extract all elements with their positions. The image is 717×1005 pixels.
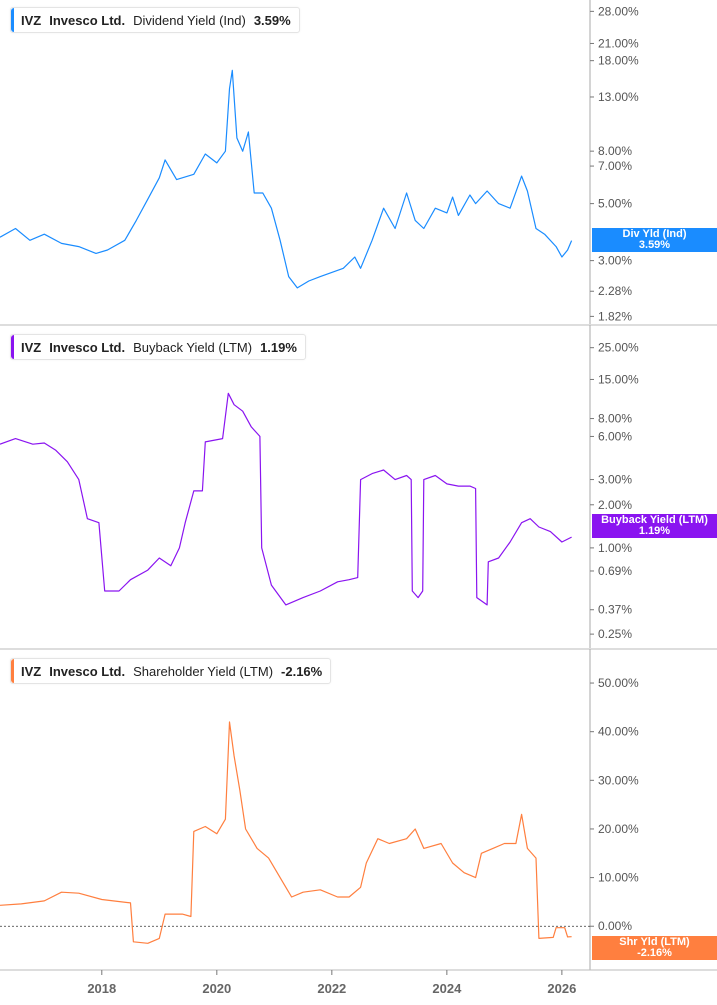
y-tick-label: 21.00%: [598, 36, 639, 50]
y-tick-label: 5.00%: [598, 197, 632, 211]
y-tick-label: 1.00%: [598, 541, 632, 555]
y-tick-label: 1.82%: [598, 309, 632, 323]
legend-company: Invesco Ltd.: [49, 12, 126, 28]
legend-dividend-yield: IVZ Invesco Ltd. Dividend Yield (Ind) 3.…: [10, 7, 300, 33]
x-tick-label: 2018: [87, 981, 116, 996]
y-tick-label: 7.00%: [598, 159, 632, 173]
legend-value: 1.19%: [260, 339, 297, 355]
y-tick-label: 3.00%: [598, 473, 632, 487]
y-tick-label: 0.00%: [598, 919, 632, 933]
legend-ticker: IVZ: [21, 339, 42, 355]
tag-value: 3.59%: [638, 239, 671, 251]
legend-value: -2.16%: [281, 663, 323, 679]
tag-value: -2.16%: [637, 947, 672, 959]
series-line-0: [0, 69, 573, 289]
x-tick-label: 2024: [432, 981, 462, 996]
y-tick-label: 20.00%: [598, 822, 639, 836]
y-tick-label: 13.00%: [598, 90, 639, 104]
legend-ticker: IVZ: [21, 663, 42, 679]
x-tick-label: 2022: [317, 981, 346, 996]
tag-label: Div Yld (Ind): [622, 228, 687, 240]
y-tick-label: 18.00%: [598, 54, 639, 68]
tag-label: Shr Yld (LTM): [619, 936, 690, 948]
y-tick-label: 8.00%: [598, 144, 632, 158]
legend-buyback-yield: IVZ Invesco Ltd. Buyback Yield (LTM) 1.1…: [10, 334, 306, 360]
y-tick-label: 2.00%: [598, 498, 632, 512]
x-tick-label: 2020: [202, 981, 231, 996]
y-tick-label: 28.00%: [598, 4, 639, 18]
legend-company: Invesco Ltd.: [49, 339, 126, 355]
legend-color-bar: [11, 8, 14, 32]
y-tick-label: 30.00%: [598, 773, 639, 787]
legend-ticker: IVZ: [21, 12, 42, 28]
x-tick-label: 2026: [547, 981, 576, 996]
y-tick-label: 10.00%: [598, 871, 639, 885]
legend-metric: Buyback Yield (LTM): [133, 339, 253, 355]
series-line-2: [0, 721, 572, 944]
legend-shareholder-yield: IVZ Invesco Ltd. Shareholder Yield (LTM)…: [10, 658, 332, 684]
y-tick-label: 0.69%: [598, 564, 632, 578]
y-tick-label: 25.00%: [598, 341, 639, 355]
y-tick-label: 0.25%: [598, 627, 632, 641]
series-line-1: [0, 392, 572, 606]
y-tick-label: 0.37%: [598, 603, 632, 617]
legend-metric: Dividend Yield (Ind): [133, 12, 246, 28]
legend-color-bar: [11, 659, 14, 683]
legend-company: Invesco Ltd.: [49, 663, 126, 679]
y-tick-label: 8.00%: [598, 412, 632, 426]
legend-color-bar: [11, 335, 14, 359]
y-tick-label: 6.00%: [598, 429, 632, 443]
legend-value: 3.59%: [253, 12, 291, 28]
legend-metric: Shareholder Yield (LTM): [133, 663, 274, 679]
last-value-tag-buyback: Buyback Yield (LTM) 1.19%: [592, 514, 717, 538]
y-tick-label: 50.00%: [598, 676, 639, 690]
last-value-tag-dividend: Div Yld (Ind) 3.59%: [592, 228, 717, 252]
y-tick-label: 15.00%: [598, 372, 639, 386]
y-tick-label: 40.00%: [598, 725, 639, 739]
y-tick-label: 2.28%: [598, 284, 632, 298]
last-value-tag-shareholder: Shr Yld (LTM) -2.16%: [592, 936, 717, 960]
y-tick-label: 3.00%: [598, 254, 632, 268]
tag-value: 1.19%: [638, 525, 671, 537]
tag-label: Buyback Yield (LTM): [601, 514, 708, 526]
